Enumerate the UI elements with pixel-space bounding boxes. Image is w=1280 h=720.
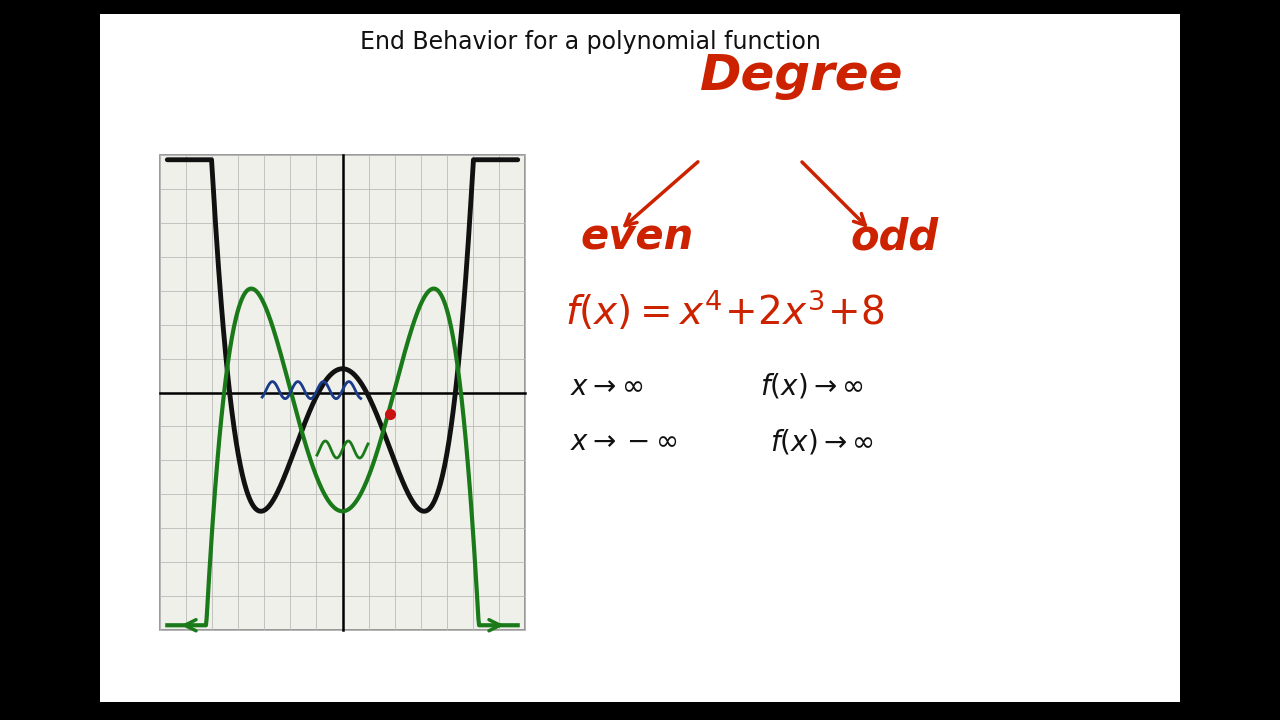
Text: End Behavior for a polynomial function: End Behavior for a polynomial function: [360, 30, 820, 54]
Text: odd: odd: [850, 217, 938, 259]
Text: even: even: [580, 217, 694, 259]
FancyBboxPatch shape: [160, 155, 525, 630]
Text: $f(x) \to \infty$: $f(x) \to \infty$: [760, 372, 864, 401]
Text: $x \to -\infty$: $x \to -\infty$: [570, 428, 677, 456]
Text: $x \to \infty$: $x \to \infty$: [570, 373, 644, 401]
FancyBboxPatch shape: [100, 14, 1180, 702]
Text: Degree: Degree: [700, 52, 904, 100]
Text: $\mathit{f(x) = x^4\!+\!2x^3\!+\!8}$: $\mathit{f(x) = x^4\!+\!2x^3\!+\!8}$: [564, 288, 884, 333]
Text: $f(x) \to \infty$: $f(x) \to \infty$: [771, 427, 874, 456]
